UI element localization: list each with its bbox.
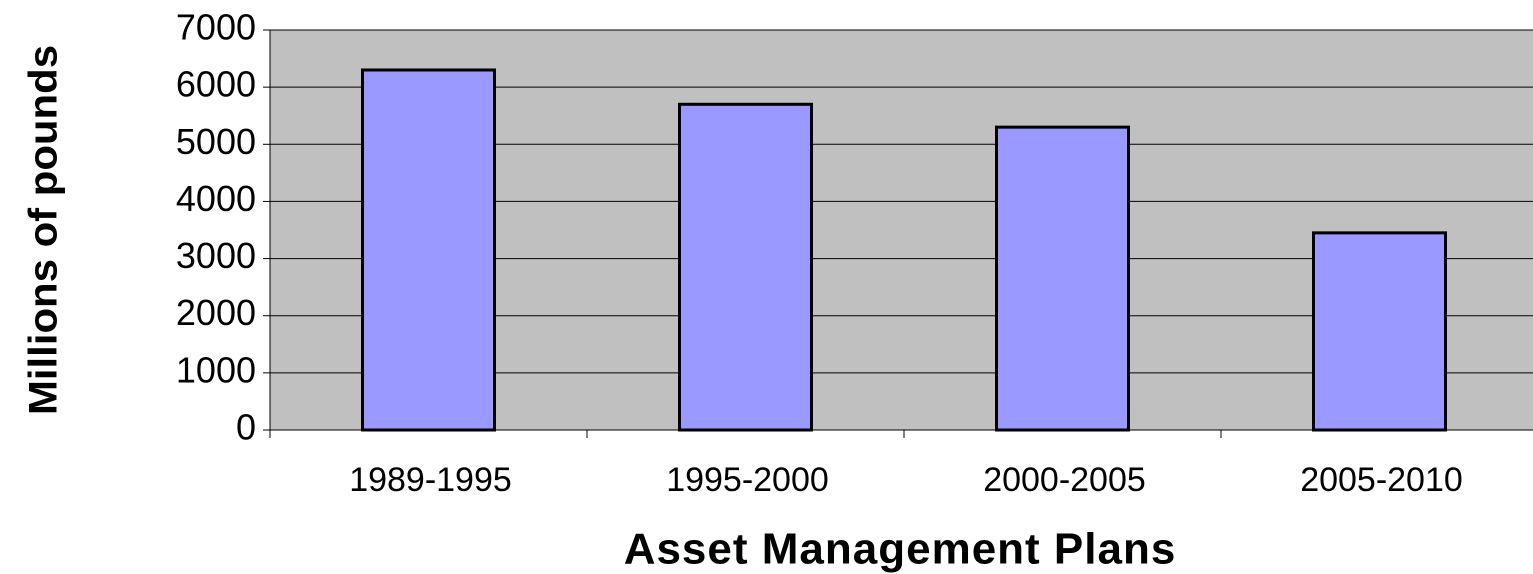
x-tick-label: 1989-1995 xyxy=(349,461,512,499)
bar xyxy=(1312,231,1447,432)
y-tick-label: 5000 xyxy=(176,121,256,162)
x-tick-label: 1995-2000 xyxy=(666,461,829,499)
bar xyxy=(678,102,813,432)
y-tick-label: 7000 xyxy=(176,7,256,48)
x-tick-label: 2000-2005 xyxy=(983,461,1146,499)
y-axis-title: Millions of pounds xyxy=(22,45,66,415)
y-tick-label: 0 xyxy=(236,407,256,448)
x-tick-label: 2005-2010 xyxy=(1300,461,1463,499)
x-axis-title: Asset Management Plans xyxy=(624,525,1177,574)
y-tick-label: 4000 xyxy=(176,178,256,219)
bar xyxy=(995,125,1130,432)
bar xyxy=(361,68,496,432)
y-tick-label: 2000 xyxy=(176,292,256,333)
y-tick-label: 3000 xyxy=(176,235,256,276)
y-tick-label: 1000 xyxy=(176,349,256,390)
y-tick-label: 6000 xyxy=(176,64,256,105)
